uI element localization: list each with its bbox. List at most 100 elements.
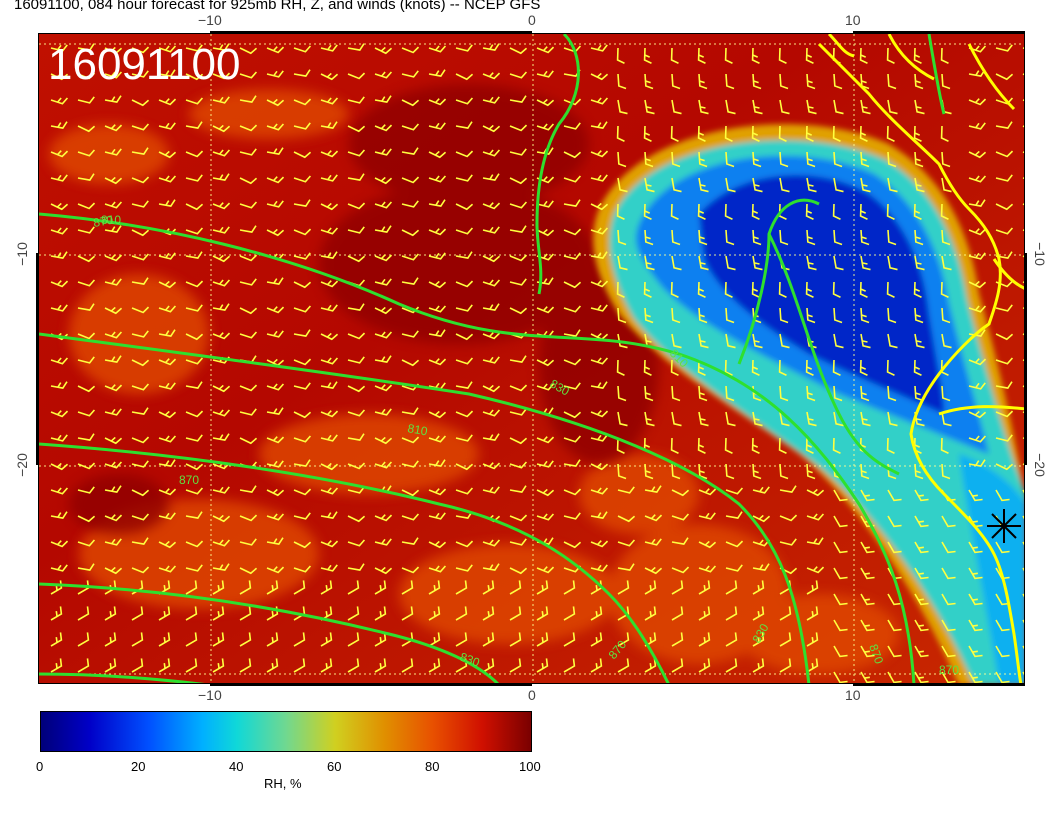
wind-barb	[104, 225, 122, 233]
wind-barb	[104, 331, 123, 339]
wind-barb	[266, 632, 279, 647]
wind-barb	[616, 359, 625, 376]
wind-barb	[941, 411, 952, 427]
wind-barb	[212, 43, 230, 51]
wind-barb	[50, 97, 69, 105]
wind-barb	[293, 512, 311, 520]
wind-barb	[401, 70, 419, 78]
wind-barb	[860, 567, 875, 580]
wind-barb	[590, 97, 609, 105]
wind-barb	[320, 511, 338, 519]
wind-barb	[536, 632, 549, 647]
wind-barb	[725, 177, 736, 193]
wind-barb	[670, 47, 679, 64]
wind-barb	[536, 200, 554, 208]
wind-barb	[643, 125, 652, 142]
wind-barb	[482, 303, 500, 311]
wind-barb	[320, 227, 339, 235]
wind-barb	[698, 99, 709, 115]
wind-barb	[212, 173, 230, 181]
wind-barb	[131, 658, 144, 673]
wind-barb	[185, 174, 203, 182]
wind-barb	[401, 566, 420, 574]
wind-barb	[914, 307, 924, 324]
wind-barb	[50, 280, 69, 288]
wind-barb	[239, 384, 258, 392]
wind-barb	[293, 658, 306, 673]
wind-barb	[212, 486, 230, 494]
wind-barb	[50, 434, 68, 442]
wind-barb	[131, 176, 150, 184]
wind-barb	[428, 280, 447, 289]
wind-barb	[320, 632, 333, 647]
wind-barb	[509, 201, 528, 209]
wind-barb	[77, 43, 95, 51]
wind-barb	[725, 632, 738, 647]
wind-barb	[806, 513, 825, 521]
wind-barb	[293, 175, 312, 183]
wind-barb	[320, 251, 338, 259]
wind-barb	[725, 333, 736, 349]
left-tick-label: −20	[13, 453, 30, 477]
wind-barb	[779, 99, 790, 115]
wind-barb	[347, 303, 365, 311]
wind-barb	[805, 437, 814, 454]
wind-barb	[401, 537, 419, 545]
wind-barb	[212, 580, 225, 595]
wind-barb	[752, 514, 771, 523]
wind-barb	[806, 488, 825, 497]
wind-barb	[860, 671, 875, 683]
wind-barb	[779, 538, 797, 546]
wind-barb	[293, 459, 311, 467]
contour-label: 870	[866, 642, 886, 666]
wind-barb	[455, 280, 474, 288]
wind-barb	[725, 580, 738, 595]
wind-barb	[644, 151, 654, 168]
wind-barb	[401, 513, 420, 521]
top-tick-label: 10	[845, 12, 861, 28]
colorbar-title: RH, %	[264, 776, 302, 791]
wind-barb	[833, 645, 848, 658]
wind-barb	[995, 150, 1014, 158]
wind-barb	[482, 356, 500, 364]
wind-barb	[806, 632, 819, 647]
wind-barb	[590, 280, 609, 288]
wind-barb	[347, 539, 366, 547]
wind-barb	[320, 381, 338, 389]
wind-barb	[482, 149, 501, 157]
wind-barb	[185, 97, 204, 105]
wind-barb	[590, 632, 603, 647]
wind-barb	[50, 462, 69, 471]
wind-barb	[212, 658, 225, 673]
wind-barb	[104, 514, 123, 522]
wind-barb	[644, 73, 654, 90]
wind-barb	[913, 203, 922, 220]
wind-barb	[887, 411, 898, 427]
wind-barb	[724, 125, 733, 142]
wind-barb	[751, 47, 760, 64]
wind-barb	[887, 255, 898, 271]
map-panel[interactable]: 870 830 810 870 810 830 870 830 870 810 870	[38, 33, 1025, 684]
wind-barb	[131, 537, 149, 545]
wind-barb	[887, 593, 902, 606]
wind-barb	[752, 151, 762, 168]
wind-barb	[616, 125, 625, 142]
wind-barb	[617, 463, 627, 480]
colorbar	[40, 711, 532, 752]
wind-barb	[832, 281, 841, 298]
wind-barb	[941, 463, 951, 480]
wind-barb	[563, 252, 581, 260]
wind-barb	[104, 408, 122, 416]
wind-barb	[914, 515, 929, 528]
wind-barb	[886, 203, 895, 220]
wind-barb	[617, 658, 630, 673]
wind-barb	[941, 333, 952, 349]
wind-barb	[455, 174, 473, 182]
wind-barb	[724, 281, 733, 298]
wind-barb	[914, 177, 925, 193]
wind-barb	[158, 98, 177, 106]
wind-barb	[455, 121, 473, 129]
wind-barb	[698, 512, 716, 520]
wind-barb	[644, 538, 662, 546]
